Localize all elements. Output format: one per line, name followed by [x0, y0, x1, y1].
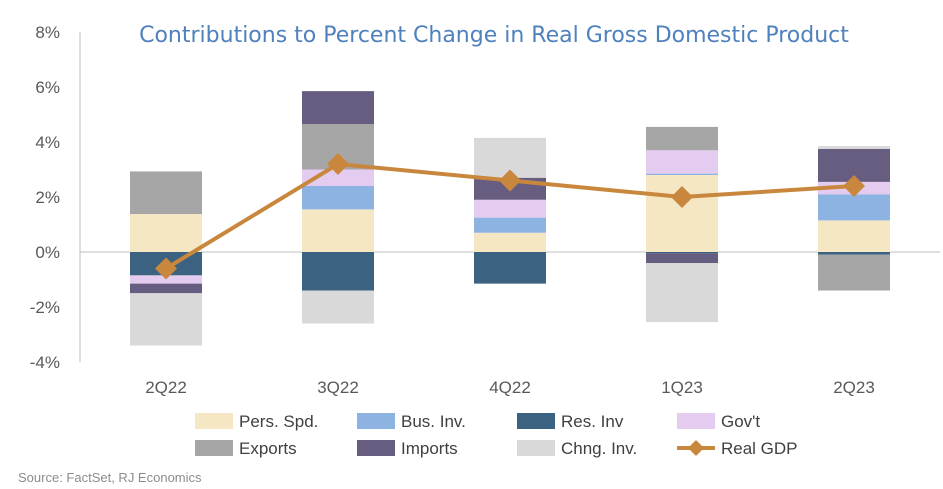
legend-swatch — [517, 413, 555, 429]
real-gdp-point — [327, 153, 349, 175]
bar-segment — [646, 126, 718, 151]
bar-segment — [302, 290, 374, 324]
source-note: Source: FactSet, RJ Economics — [18, 470, 202, 485]
bar-segment — [474, 199, 546, 218]
y-tick-label: -2% — [30, 298, 60, 317]
bar-segment — [474, 232, 546, 252]
bar-segment — [302, 209, 374, 252]
real-gdp-point — [499, 169, 521, 192]
x-tick-label: 1Q23 — [661, 378, 703, 397]
legend: Pers. Spd. Bus. Inv. Res. Inv Gov't Exports I… — [195, 412, 798, 458]
bar-segment — [818, 254, 890, 291]
x-tick-label: 2Q22 — [145, 378, 187, 397]
y-tick-label: 8% — [35, 23, 60, 42]
legend-marker — [688, 440, 704, 456]
legend-label: Pers. Spd. — [239, 412, 318, 431]
bar-segment — [646, 150, 718, 174]
bar-segment — [130, 171, 202, 215]
bar-segment — [646, 263, 718, 323]
chart-title: Contributions to Percent Change in Real … — [139, 23, 849, 48]
legend-swatch — [195, 413, 233, 429]
bar-segment — [474, 252, 546, 284]
x-tick-label: 3Q22 — [317, 378, 359, 397]
real-gdp-line-group — [155, 153, 865, 280]
legend-label: Bus. Inv. — [401, 412, 466, 431]
legend-swatch — [195, 440, 233, 456]
x-tick-label: 2Q23 — [833, 378, 875, 397]
bar-segment — [302, 252, 374, 291]
legend-swatch — [357, 440, 395, 456]
legend-label: Chng. Inv. — [561, 439, 637, 458]
real-gdp-point — [155, 257, 177, 280]
bar-segment — [646, 173, 718, 175]
y-tick-label: 0% — [35, 243, 60, 262]
bar-segment — [818, 220, 890, 252]
bar-segment — [818, 194, 890, 221]
legend-swatch — [357, 413, 395, 429]
bar-segment — [474, 217, 546, 233]
legend-swatch — [677, 413, 715, 429]
bar-segment — [130, 293, 202, 346]
legend-label: Gov't — [721, 412, 760, 431]
legend-label: Exports — [239, 439, 297, 458]
y-tick-label: 4% — [35, 133, 60, 152]
bar-segment — [130, 214, 202, 252]
bar-segment — [818, 146, 890, 149]
bar-segment — [302, 91, 374, 125]
bar-segment — [646, 253, 718, 263]
y-tick-label: -4% — [30, 353, 60, 372]
bar-segment — [818, 252, 890, 255]
bar-segment — [130, 283, 202, 294]
legend-swatch — [517, 440, 555, 456]
legend-label: Real GDP — [721, 439, 798, 458]
x-axis-ticks: 2Q22 3Q22 4Q22 1Q23 2Q23 — [145, 378, 875, 397]
real-gdp-point — [671, 186, 693, 208]
y-axis-ticks: 8% 6% 4% 2% 0% -2% -4% — [30, 23, 60, 372]
bar-segment — [646, 252, 718, 254]
x-tick-label: 4Q22 — [489, 378, 531, 397]
legend-label: Res. Inv — [561, 412, 624, 431]
bar-segment — [302, 186, 374, 210]
bar-segments — [130, 91, 890, 346]
y-tick-label: 2% — [35, 188, 60, 207]
real-gdp-point — [843, 175, 865, 197]
y-tick-label: 6% — [35, 78, 60, 97]
legend-label: Imports — [401, 439, 458, 458]
